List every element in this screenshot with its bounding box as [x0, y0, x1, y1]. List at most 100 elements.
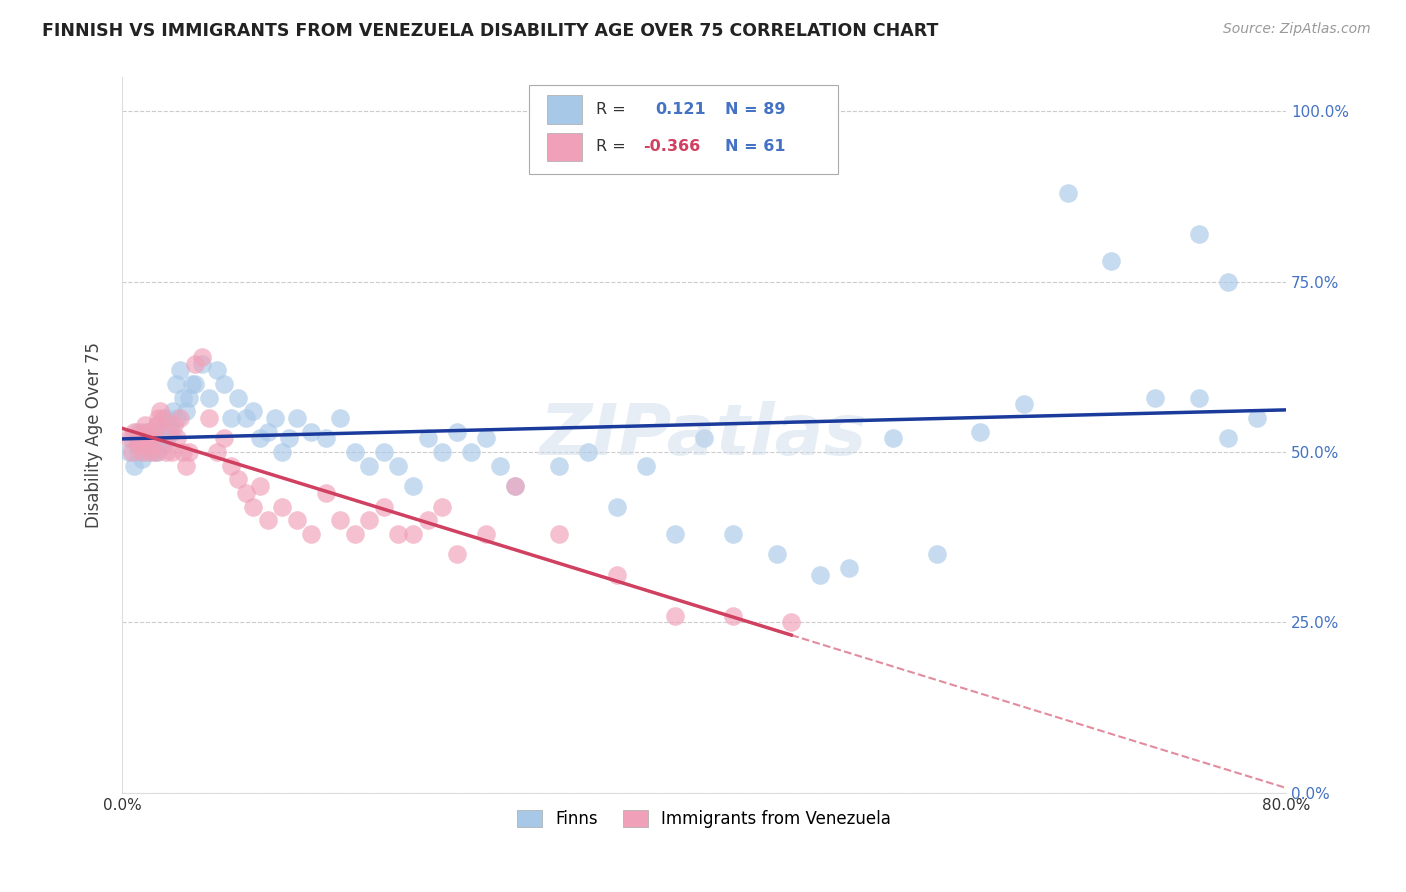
Point — [169, 363, 191, 377]
Point — [134, 425, 156, 439]
Point — [263, 411, 285, 425]
Point — [160, 445, 183, 459]
Point — [166, 411, 188, 425]
Point — [142, 438, 165, 452]
Point — [198, 391, 221, 405]
Point — [1143, 391, 1166, 405]
Point — [249, 432, 271, 446]
Point — [721, 526, 744, 541]
Point — [165, 376, 187, 391]
Point — [128, 425, 150, 439]
Point — [235, 486, 257, 500]
Point — [271, 500, 294, 514]
Point — [157, 417, 180, 432]
Point — [664, 608, 686, 623]
Legend: Finns, Immigrants from Venezuela: Finns, Immigrants from Venezuela — [510, 803, 898, 834]
Point — [235, 411, 257, 425]
Point — [118, 445, 141, 459]
Point — [145, 438, 167, 452]
Point — [315, 486, 337, 500]
Point — [125, 432, 148, 446]
Point — [172, 391, 194, 405]
Text: R =: R = — [596, 139, 626, 154]
Point — [136, 425, 159, 439]
Point — [156, 432, 179, 446]
Point — [969, 425, 991, 439]
FancyBboxPatch shape — [530, 85, 838, 174]
Point — [177, 445, 200, 459]
Text: -0.366: -0.366 — [644, 139, 700, 154]
Point — [373, 445, 395, 459]
Point — [359, 458, 381, 473]
Point — [1188, 227, 1211, 241]
Point — [129, 432, 152, 446]
Point — [329, 513, 352, 527]
Point — [132, 445, 155, 459]
Point — [1246, 411, 1268, 425]
Point — [606, 567, 628, 582]
Point — [205, 445, 228, 459]
Point — [315, 432, 337, 446]
Point — [359, 513, 381, 527]
Point — [1056, 186, 1078, 201]
Point — [118, 432, 141, 446]
Point — [256, 425, 278, 439]
Point — [1099, 254, 1122, 268]
Point — [122, 458, 145, 473]
Point — [122, 425, 145, 439]
Point — [135, 438, 157, 452]
Text: 0.121: 0.121 — [655, 102, 706, 117]
Point — [125, 425, 148, 439]
Point — [721, 608, 744, 623]
Point — [228, 472, 250, 486]
Point — [131, 451, 153, 466]
Point — [145, 445, 167, 459]
Point — [576, 445, 599, 459]
Point — [808, 567, 831, 582]
Bar — [547, 133, 582, 161]
Point — [299, 526, 322, 541]
Point — [148, 445, 170, 459]
Point — [882, 432, 904, 446]
Point — [212, 376, 235, 391]
Point — [606, 500, 628, 514]
Point — [285, 411, 308, 425]
Point — [256, 513, 278, 527]
Point — [127, 445, 149, 459]
Point — [163, 417, 186, 432]
Point — [664, 526, 686, 541]
Point — [547, 526, 569, 541]
Point — [136, 445, 159, 459]
Point — [141, 425, 163, 439]
Point — [172, 445, 194, 459]
Point — [127, 438, 149, 452]
Point — [242, 404, 264, 418]
Point — [174, 458, 197, 473]
Point — [343, 526, 366, 541]
Point — [149, 404, 172, 418]
Text: N = 89: N = 89 — [725, 102, 786, 117]
Text: Source: ZipAtlas.com: Source: ZipAtlas.com — [1223, 22, 1371, 37]
Point — [157, 425, 180, 439]
Point — [184, 357, 207, 371]
Point — [547, 458, 569, 473]
Point — [138, 438, 160, 452]
Point — [138, 445, 160, 459]
Point — [299, 425, 322, 439]
Point — [143, 445, 166, 459]
Point — [634, 458, 657, 473]
Point — [155, 445, 177, 459]
Point — [249, 479, 271, 493]
Point — [132, 432, 155, 446]
Point — [765, 547, 787, 561]
Point — [503, 479, 526, 493]
Point — [134, 417, 156, 432]
Point — [212, 432, 235, 446]
Point — [146, 417, 169, 432]
Point — [125, 438, 148, 452]
Point — [693, 432, 716, 446]
Point — [430, 445, 453, 459]
Point — [228, 391, 250, 405]
Point — [925, 547, 948, 561]
Point — [474, 526, 496, 541]
